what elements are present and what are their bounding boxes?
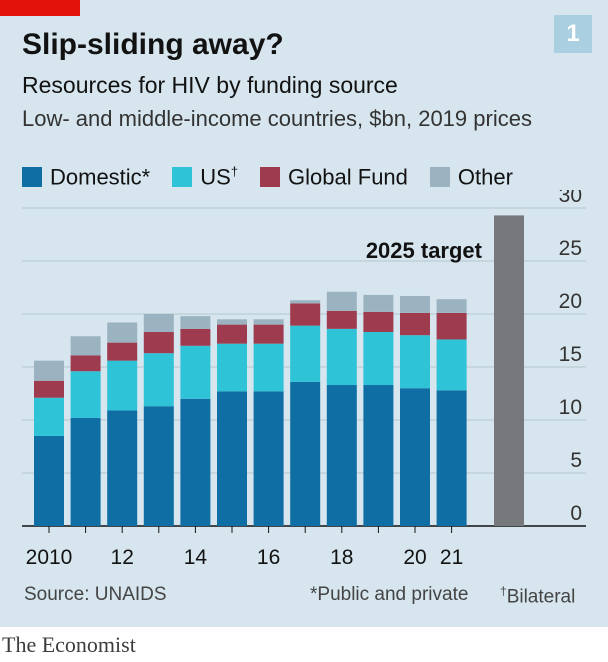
bar-segment-global-fund: [400, 312, 430, 336]
bar-segment-other: [217, 319, 247, 325]
bar-segment-domestic: [290, 381, 321, 526]
bar-segment-other: [34, 360, 64, 381]
bar-segment-other: [363, 294, 394, 312]
y-tick-label: 10: [559, 396, 582, 419]
legend-item-us: US†: [172, 164, 238, 190]
bar-segment-other: [70, 336, 101, 356]
bar-segment-us: [400, 335, 430, 389]
x-tick-label: 20: [403, 546, 426, 569]
bar-segment-other: [436, 299, 467, 313]
bar-segment-domestic: [326, 385, 357, 526]
bar-segment-domestic: [34, 435, 64, 526]
bar-segment-other: [400, 295, 430, 313]
legend-label-domestic: Domestic*: [50, 164, 151, 190]
bar-segment-domestic: [217, 391, 247, 526]
bar-segment-global-fund: [180, 328, 211, 346]
legend: Domestic* US† Global Fund Other: [22, 162, 535, 192]
legend-item-global-fund: Global Fund: [260, 164, 408, 190]
x-tick-label: 18: [330, 546, 353, 569]
legend-swatch-other: [429, 166, 450, 187]
bar-segment-domestic: [400, 388, 430, 526]
x-tick-label: 2010: [26, 546, 73, 569]
bar-segment-us: [70, 371, 101, 418]
x-tick-label: 14: [184, 546, 208, 569]
target-label: 2025 target: [366, 238, 483, 263]
y-tick-label: 5: [570, 449, 582, 472]
bar-segment-domestic: [180, 398, 211, 526]
footnote-public-private: *Public and private: [310, 584, 469, 605]
bar-segment-other: [326, 291, 357, 311]
bar-segment-us: [436, 339, 467, 391]
bar-segment-global-fund: [34, 380, 64, 398]
stacked-bar-chart: 0 5 10 15 20 25 30 2010 12 14 16 18 20 21 2025 target: [22, 190, 586, 569]
legend-label-global-fund: Global Fund: [288, 164, 408, 190]
publisher-brand: The Economist: [2, 632, 136, 657]
bar-segment-us: [180, 345, 211, 399]
bar-segment-us: [107, 360, 138, 411]
bar-segment-other: [107, 322, 138, 343]
y-tick-label: 15: [559, 343, 582, 366]
legend-swatch-us: [172, 166, 193, 187]
bar-segment-domestic: [253, 391, 284, 526]
legend-label-other: Other: [457, 164, 513, 190]
x-tick-label: 12: [111, 546, 134, 569]
chart-number-badge: 1: [554, 15, 592, 53]
bar-segment-global-fund: [290, 303, 321, 326]
legend-swatch-domestic: [22, 166, 42, 187]
bar-segment-global-fund: [326, 310, 357, 329]
y-tick-label: 25: [559, 237, 582, 260]
bar-segment-domestic: [363, 385, 394, 526]
bar-segment-global-fund: [70, 355, 101, 372]
bar-segment-global-fund: [363, 311, 394, 333]
bar-segment-us: [290, 325, 321, 382]
bar-segment-us: [363, 332, 394, 386]
bar-segment-global-fund: [107, 342, 138, 361]
bar-segment-domestic: [143, 406, 174, 526]
legend-label-us: US†: [200, 163, 239, 190]
chart-subtitle: Resources for HIV by funding source: [22, 72, 398, 98]
x-tick-label: 21: [440, 546, 463, 569]
chart-units: Low- and middle-income countries, $bn, 2…: [22, 106, 532, 131]
y-tick-label: 20: [559, 290, 582, 313]
y-tick-label: 0: [570, 502, 582, 525]
bar-segment-us: [143, 353, 174, 407]
bar-segment-global-fund: [436, 312, 467, 340]
bar-segment-domestic: [70, 417, 101, 526]
bar-segment-domestic: [436, 390, 467, 526]
legend-swatch-global-fund: [260, 166, 281, 187]
chart-title: Slip-sliding away?: [22, 28, 284, 61]
bar-segment-global-fund: [217, 324, 247, 344]
bar-segment-other: [143, 314, 174, 333]
legend-item-other: Other: [429, 164, 513, 190]
target-bar: [494, 215, 524, 527]
bar-segment-us: [326, 328, 357, 386]
footnote-bilateral: †Bilateral: [500, 584, 576, 608]
source-note: Source: UNAIDS: [24, 584, 167, 605]
bar-segment-other: [180, 316, 211, 329]
y-tick-label: 30: [559, 190, 582, 207]
x-tick-label: 16: [257, 546, 280, 569]
bar-segment-other: [290, 300, 321, 304]
bar-segment-domestic: [107, 410, 138, 526]
bar-segment-global-fund: [253, 324, 284, 344]
bar-segment-other: [253, 319, 284, 325]
brand-red-tab: [0, 0, 80, 16]
bar-segment-us: [217, 343, 247, 392]
bar-segment-us: [253, 343, 284, 392]
bar-segment-us: [34, 397, 64, 436]
bar-segment-global-fund: [143, 332, 174, 354]
legend-item-domestic: Domestic*: [22, 164, 150, 190]
